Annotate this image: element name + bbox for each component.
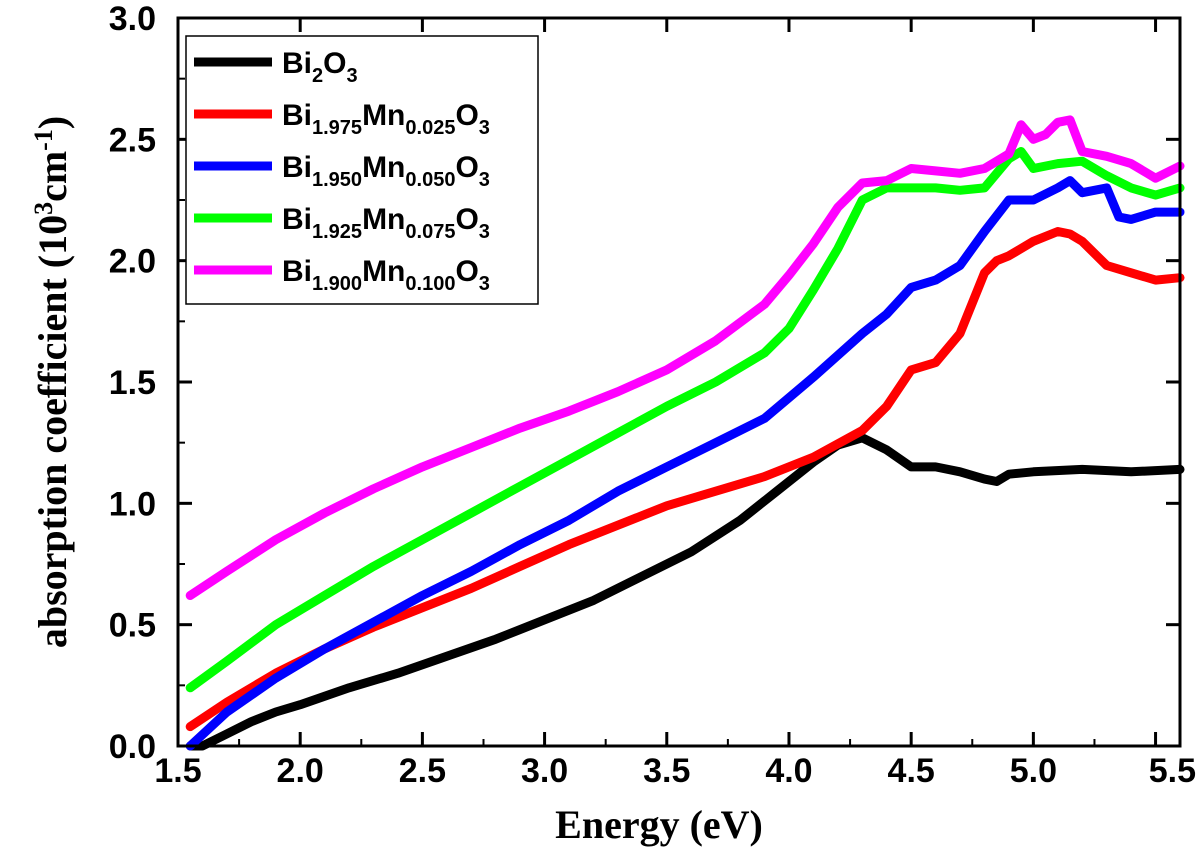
y-tick-label: 0.0	[109, 728, 156, 766]
y-tick-label: 2.0	[109, 243, 156, 281]
x-tick-label: 2.5	[399, 752, 446, 790]
legend: Bi2O3 Bi1.975Mn0.025O3 Bi1.950Mn0.050O3 Bi1…	[185, 35, 539, 305]
y-axis-title-suffix: )	[30, 116, 75, 129]
legend-label-2: Bi1.975Mn0.025O3	[282, 99, 490, 139]
legend-label-1: Bi2O3	[282, 47, 358, 87]
x-tick-label: 4.0	[765, 752, 812, 790]
series-line-2	[185, 227, 1185, 732]
series-line-1	[185, 433, 1185, 751]
series-line-3	[185, 176, 1185, 751]
x-tick-label: 2.0	[277, 752, 324, 790]
y-axis-title-prefix: absorption coefficient (10	[30, 215, 75, 648]
legend-label-4: Bi1.925Mn0.075O3	[282, 203, 490, 243]
x-axis-title: Energy (eV)	[555, 802, 763, 847]
legend-label-3: Bi1.950Mn0.050O3	[282, 151, 490, 191]
series-line-5	[185, 115, 1185, 600]
series-line-4	[185, 147, 1185, 693]
y-axis-title-unit: cm	[30, 151, 75, 202]
y-tick-label: 0.5	[109, 607, 156, 645]
series-layer	[185, 115, 1185, 751]
x-tick-label: 5.0	[1010, 752, 1057, 790]
y-axis-ticks: 0.0 0.5 1.0 1.5 2.0 2.5 3.0	[109, 0, 1180, 766]
y-tick-label: 1.0	[109, 485, 156, 523]
y-axis-title: absorption coefficient (103cm-1)	[29, 116, 75, 648]
x-tick-label: 5.5	[1149, 752, 1196, 790]
y-tick-label: 1.5	[109, 364, 156, 402]
y-tick-label: 3.0	[109, 0, 156, 38]
y-axis-title-exponent-1: 3	[29, 202, 58, 215]
x-tick-label: 3.5	[643, 752, 690, 790]
x-tick-label: 4.5	[888, 752, 935, 790]
y-tick-label: 2.5	[109, 121, 156, 159]
x-tick-label: 1.5	[154, 752, 201, 790]
legend-label-5: Bi1.900Mn0.100O3	[282, 255, 490, 295]
x-tick-label: 3.0	[521, 752, 568, 790]
x-axis-ticks: 1.5 2.0 2.5 3.0 3.5 4.0 4.5 5.0 5.5	[154, 18, 1196, 790]
y-axis-title-exponent-2: -1	[29, 129, 58, 151]
